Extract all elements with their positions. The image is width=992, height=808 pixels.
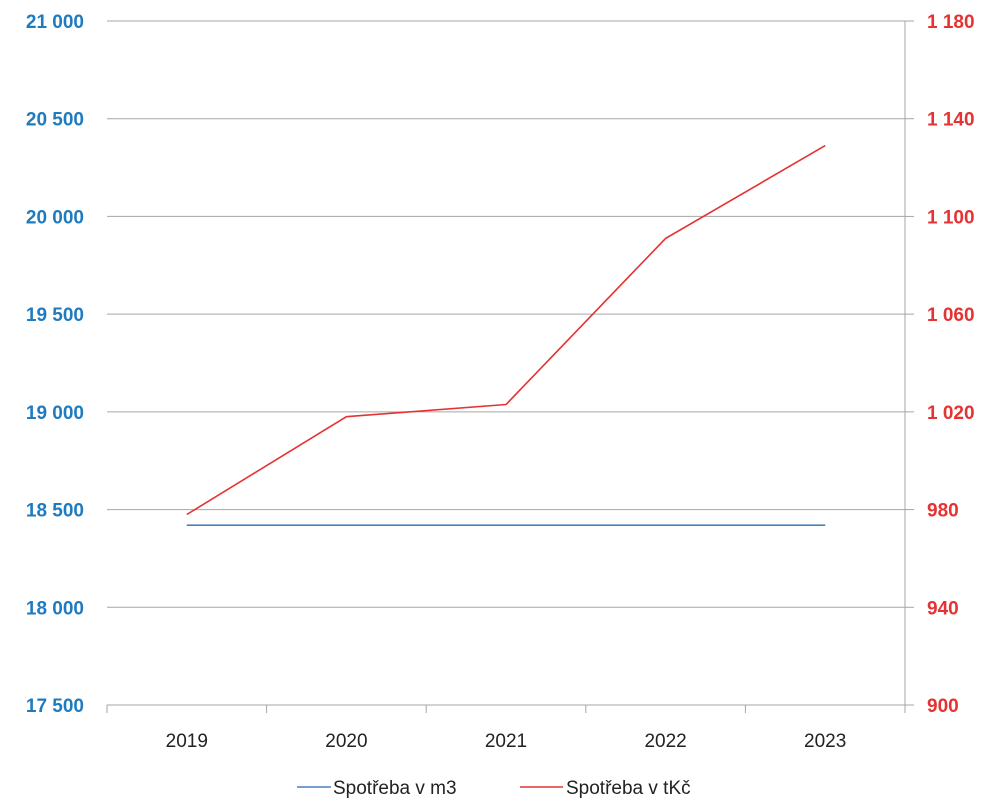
right-tick-label: 1 140 bbox=[927, 110, 975, 131]
series-lines bbox=[186, 144, 826, 527]
x-tick-label: 2020 bbox=[325, 731, 367, 752]
right-tick-label: 940 bbox=[927, 598, 959, 619]
left-tick-label: 19 500 bbox=[26, 305, 84, 326]
right-tick-label: 980 bbox=[927, 501, 959, 522]
left-tick-label: 21 000 bbox=[26, 12, 84, 33]
series-line-spotreba-tkc bbox=[186, 144, 826, 516]
right-axis-tick-labels: 900 940 980 1 020 1 060 1 100 1 140 1 180 bbox=[927, 12, 975, 717]
axes bbox=[106, 20, 914, 713]
x-tick-label: 2022 bbox=[644, 731, 686, 752]
right-tick-label: 1 020 bbox=[927, 403, 975, 424]
left-tick-label: 18 000 bbox=[26, 598, 84, 619]
left-tick-label: 20 000 bbox=[26, 207, 84, 228]
x-axis-tick-labels: 2019 2020 2021 2022 2023 bbox=[166, 731, 847, 752]
legend-label-spotreba-m3: Spotřeba v m3 bbox=[333, 778, 457, 799]
x-tick-label: 2019 bbox=[166, 731, 208, 752]
left-tick-label: 18 500 bbox=[26, 501, 84, 522]
x-tick-label: 2021 bbox=[485, 731, 527, 752]
left-tick-label: 20 500 bbox=[26, 110, 84, 131]
legend-label-spotreba-tkc: Spotřeba v tKč bbox=[566, 778, 691, 799]
right-tick-label: 1 180 bbox=[927, 12, 975, 33]
left-axis-tick-labels: 17 500 18 000 18 500 19 000 19 500 20 000 20 5… bbox=[26, 12, 84, 717]
gridlines bbox=[107, 20, 905, 608]
left-tick-label: 17 500 bbox=[26, 696, 84, 717]
left-tick-label: 19 000 bbox=[26, 403, 84, 424]
x-tick-label: 2023 bbox=[804, 731, 846, 752]
right-tick-label: 1 060 bbox=[927, 305, 975, 326]
right-tick-label: 1 100 bbox=[927, 207, 975, 228]
right-tick-label: 900 bbox=[927, 696, 959, 717]
legend: Spotřeba v m3 Spotřeba v tKč bbox=[297, 778, 691, 799]
